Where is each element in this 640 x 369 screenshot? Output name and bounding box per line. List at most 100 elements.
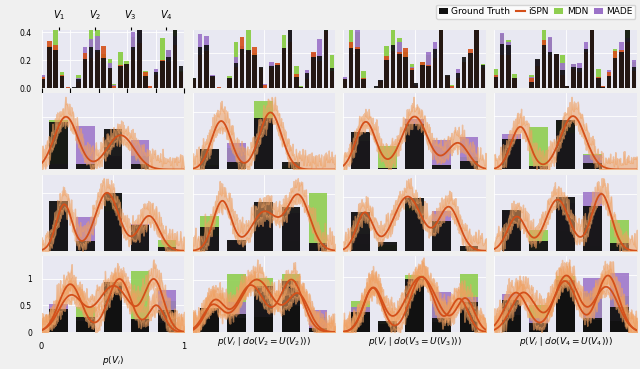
Bar (227, 248, 246, 251)
Bar (72, 87, 77, 88)
Bar (234, 66, 238, 88)
Bar (500, 34, 504, 88)
Bar (263, 85, 268, 88)
Bar (240, 49, 244, 88)
Bar (259, 74, 263, 88)
Bar (564, 86, 570, 88)
Bar (83, 53, 87, 88)
Bar (131, 32, 135, 88)
Bar (439, 0, 444, 88)
Bar (200, 313, 219, 332)
Bar (590, 25, 595, 88)
Bar (529, 230, 548, 251)
Bar (541, 58, 546, 88)
Bar (227, 148, 246, 169)
Bar (317, 65, 322, 88)
Bar (632, 70, 636, 88)
Bar (148, 86, 152, 88)
Bar (362, 79, 366, 88)
Bar (311, 52, 316, 88)
Bar (445, 79, 450, 88)
Bar (77, 317, 95, 332)
Bar (355, 47, 360, 88)
Bar (554, 66, 559, 88)
Bar (493, 69, 498, 88)
Bar (157, 323, 176, 332)
Bar (397, 38, 401, 88)
Bar (89, 39, 93, 88)
Bar (500, 44, 504, 88)
Bar (49, 221, 68, 251)
Bar (349, 42, 353, 88)
Bar (613, 49, 618, 88)
Bar (324, 12, 328, 88)
Bar (125, 64, 129, 88)
Bar (41, 79, 45, 88)
Bar (47, 50, 52, 88)
Bar (308, 310, 327, 332)
Bar (204, 45, 209, 88)
Bar (414, 83, 419, 88)
Bar (227, 79, 232, 88)
Bar (500, 55, 504, 88)
Bar (101, 54, 106, 88)
Bar (308, 328, 327, 332)
Bar (378, 328, 397, 332)
Bar (234, 63, 238, 88)
Bar (255, 329, 273, 332)
Bar (157, 240, 176, 251)
X-axis label: $p(V_i)$: $p(V_i)$ (102, 354, 124, 366)
Bar (529, 250, 548, 251)
Bar (204, 51, 209, 88)
Bar (433, 221, 451, 251)
Bar (255, 278, 273, 332)
Bar (255, 317, 273, 332)
Bar (112, 84, 116, 88)
Bar (204, 60, 209, 88)
Bar (506, 45, 511, 88)
Bar (561, 55, 565, 88)
Bar (255, 228, 273, 251)
Bar (275, 72, 280, 88)
Bar (154, 80, 158, 88)
Bar (157, 290, 176, 332)
Bar (405, 211, 424, 251)
Bar (77, 325, 95, 332)
Bar (227, 274, 246, 332)
Bar (227, 241, 246, 251)
Bar (200, 227, 219, 251)
Bar (275, 63, 280, 88)
Bar (131, 37, 135, 88)
Bar (529, 79, 534, 88)
Bar (405, 293, 424, 332)
Bar (529, 324, 548, 332)
Bar (95, 52, 100, 88)
Bar (104, 286, 122, 332)
Bar (89, 28, 93, 88)
Bar (541, 45, 546, 88)
Bar (227, 240, 246, 251)
Bar (227, 162, 246, 169)
Bar (502, 300, 521, 332)
Bar (47, 46, 52, 88)
Bar (349, 48, 353, 88)
Bar (198, 50, 202, 88)
Bar (619, 50, 624, 88)
Bar (200, 308, 219, 332)
Bar (308, 243, 327, 251)
Bar (351, 132, 370, 169)
Bar (49, 201, 68, 251)
Bar (529, 318, 548, 332)
Bar (405, 119, 424, 169)
Bar (611, 307, 629, 332)
Bar (433, 331, 451, 332)
Bar (584, 49, 588, 88)
Bar (89, 58, 93, 88)
Bar (378, 146, 397, 169)
Bar (433, 141, 451, 169)
Bar (200, 308, 219, 332)
Bar (502, 315, 521, 332)
Bar (518, 87, 523, 88)
Bar (200, 328, 219, 332)
Bar (160, 61, 164, 88)
